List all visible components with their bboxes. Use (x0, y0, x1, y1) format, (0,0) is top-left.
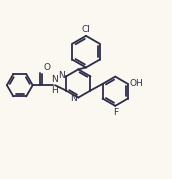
Text: H: H (51, 86, 58, 95)
Text: F: F (113, 108, 118, 117)
Text: Cl: Cl (82, 25, 90, 35)
Text: OH: OH (129, 79, 143, 88)
Text: N: N (51, 75, 58, 84)
Text: N: N (58, 71, 65, 80)
Text: N: N (70, 94, 77, 103)
Text: O: O (44, 63, 51, 72)
